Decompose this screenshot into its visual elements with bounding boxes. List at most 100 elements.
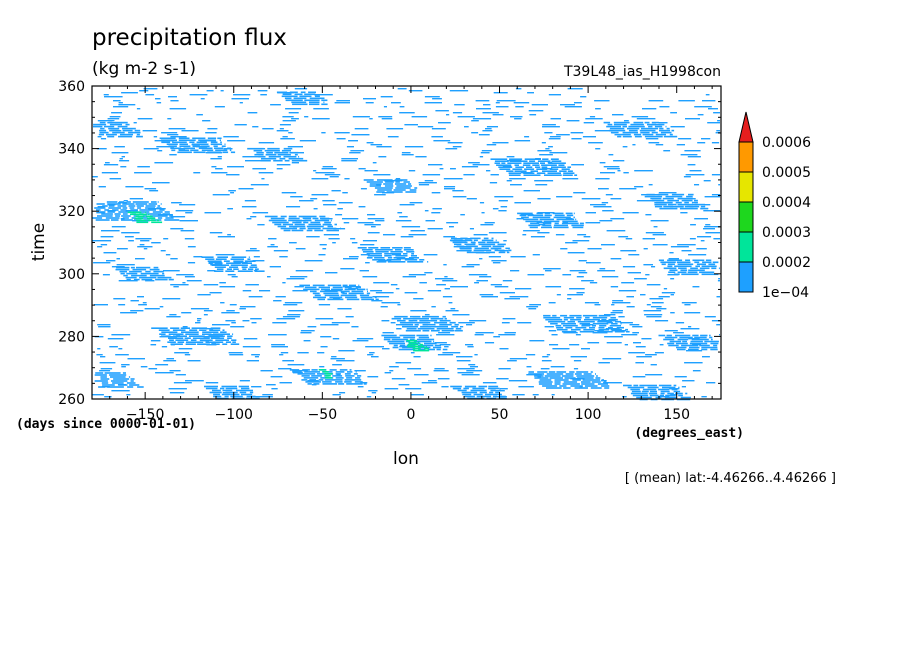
precip-patch bbox=[644, 121, 650, 124]
precip-dash bbox=[160, 250, 166, 252]
precip-patch bbox=[470, 237, 481, 240]
precip-patch bbox=[671, 388, 678, 391]
precip-patch bbox=[702, 261, 712, 264]
precip-dash bbox=[635, 346, 646, 348]
precip-patch bbox=[377, 179, 393, 181]
precip-dash bbox=[610, 198, 622, 200]
precip-dash bbox=[245, 160, 261, 162]
precip-dash bbox=[694, 106, 712, 108]
precip-dash bbox=[650, 220, 669, 222]
precip-patch bbox=[106, 133, 117, 136]
x-axis-ticks: −150 −100 −50 0 50 100 150 bbox=[109, 86, 713, 423]
precip-dash bbox=[97, 206, 105, 208]
precip-patch bbox=[109, 374, 127, 376]
precip-dash bbox=[582, 136, 596, 138]
precip-patch bbox=[688, 193, 694, 196]
precip-patch bbox=[532, 216, 551, 219]
precip-dash bbox=[267, 246, 278, 248]
precip-dash bbox=[478, 134, 490, 136]
precip-dash bbox=[299, 200, 314, 202]
precip-patch bbox=[159, 333, 166, 335]
precip-dash bbox=[516, 218, 524, 220]
precip-dash bbox=[502, 318, 516, 320]
precip-dash bbox=[592, 332, 608, 334]
precip-dash bbox=[581, 198, 601, 200]
precip-dash bbox=[273, 300, 282, 302]
precip-patch bbox=[357, 247, 367, 249]
precip-dash bbox=[424, 210, 429, 212]
precip-patch bbox=[351, 290, 364, 293]
precip-dash bbox=[166, 358, 174, 360]
precip-dash bbox=[357, 222, 374, 224]
precip-patch bbox=[161, 141, 171, 144]
precip-dash bbox=[520, 214, 534, 216]
precip-dash bbox=[320, 346, 328, 348]
precip-dash bbox=[258, 142, 275, 144]
precip-patch bbox=[168, 145, 177, 148]
precip-dash bbox=[223, 136, 239, 138]
precip-dash bbox=[365, 346, 384, 348]
precip-patch bbox=[610, 316, 616, 319]
precip-patch bbox=[221, 385, 237, 388]
precip-dash bbox=[111, 152, 129, 154]
precip-dash bbox=[717, 120, 720, 122]
precip-dash bbox=[163, 238, 169, 240]
precip-dash bbox=[692, 370, 701, 372]
precip-patch bbox=[178, 139, 196, 142]
precip-patch bbox=[153, 270, 164, 273]
precip-patch bbox=[457, 389, 467, 392]
precip-patch bbox=[130, 209, 138, 211]
precip-dash bbox=[703, 228, 715, 230]
precip-dash bbox=[297, 352, 309, 354]
precip-dash bbox=[635, 362, 644, 364]
precip-dash bbox=[103, 94, 109, 96]
precip-patch bbox=[699, 344, 710, 347]
precip-patch bbox=[277, 225, 287, 228]
precip-patch bbox=[110, 376, 126, 378]
precip-dash bbox=[652, 234, 667, 236]
precip-patch bbox=[146, 217, 156, 220]
precip-patch bbox=[700, 334, 708, 337]
precip-dash bbox=[252, 260, 265, 262]
precip-patch bbox=[283, 155, 297, 158]
precip-dash bbox=[454, 104, 465, 106]
precip-patch bbox=[657, 193, 669, 196]
precip-dash bbox=[632, 376, 646, 378]
precip-patch bbox=[554, 214, 565, 217]
precip-dash bbox=[627, 272, 641, 274]
precip-dash bbox=[705, 224, 711, 226]
precip-dash bbox=[338, 350, 355, 352]
precip-patch bbox=[424, 342, 437, 345]
precip-dash bbox=[271, 344, 285, 346]
precip-dash bbox=[409, 202, 423, 204]
precip-patch bbox=[241, 262, 252, 264]
precip-patch bbox=[565, 326, 573, 329]
precip-patch bbox=[647, 386, 659, 389]
precip-patch bbox=[237, 270, 253, 272]
precip-dash bbox=[144, 188, 157, 190]
precip-dash bbox=[328, 238, 340, 240]
precip-patch bbox=[288, 157, 304, 160]
precip-patch bbox=[156, 219, 160, 222]
precip-patch bbox=[311, 375, 322, 377]
precip-dash bbox=[227, 234, 231, 236]
precip-dash bbox=[120, 218, 125, 220]
precip-dash bbox=[463, 174, 475, 176]
precip-patch bbox=[225, 387, 238, 390]
precip-patch bbox=[662, 386, 676, 389]
precip-patch bbox=[309, 101, 320, 104]
precip-dash bbox=[150, 344, 157, 346]
precip-patch bbox=[204, 385, 218, 388]
precip-patch bbox=[359, 294, 370, 297]
precip-patch bbox=[543, 316, 561, 319]
precip-patch bbox=[604, 387, 610, 389]
precip-dash bbox=[540, 368, 550, 370]
precip-dash bbox=[608, 154, 614, 156]
precip-dash bbox=[590, 204, 606, 206]
precip-patch bbox=[574, 174, 578, 176]
precip-patch bbox=[601, 379, 604, 381]
precip-patch bbox=[284, 97, 292, 100]
precip-dash bbox=[364, 170, 378, 172]
precip-patch bbox=[406, 339, 417, 342]
precip-dash bbox=[472, 164, 490, 166]
